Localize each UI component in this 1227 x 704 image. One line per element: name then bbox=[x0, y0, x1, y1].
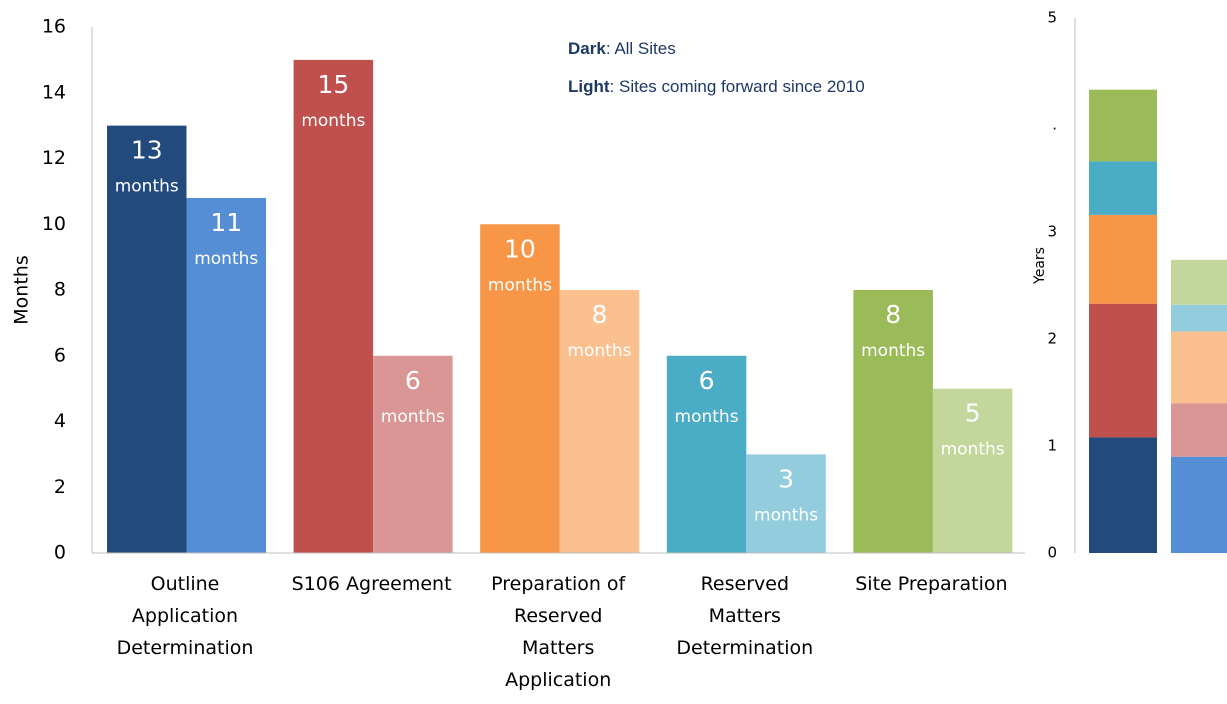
bar-segment bbox=[1171, 304, 1227, 332]
annotation-text: : Sites coming forward since 2010 bbox=[610, 77, 865, 96]
value-label: 6 months bbox=[675, 366, 739, 427]
bar-segment bbox=[1089, 303, 1157, 438]
y-tick-label: 2 bbox=[54, 476, 66, 498]
x-tick-label: Outline Application Determination bbox=[116, 573, 254, 659]
annotation: Light: Sites coming forward since 2010 bbox=[568, 77, 865, 96]
bar bbox=[373, 355, 453, 553]
bar bbox=[666, 355, 747, 553]
annotation-key: Light bbox=[568, 77, 610, 96]
bar-segment bbox=[1089, 214, 1157, 304]
bar bbox=[853, 290, 933, 553]
bar bbox=[480, 224, 560, 553]
x-tick-label: S106 Agreement bbox=[291, 573, 452, 595]
value-label: 3 months bbox=[754, 464, 818, 525]
y-axis-label: Years bbox=[1032, 247, 1048, 285]
bar bbox=[107, 125, 187, 553]
y-tick-label: 0 bbox=[54, 542, 66, 564]
y-tick-label: 16 bbox=[42, 16, 66, 38]
bar bbox=[293, 59, 374, 553]
annotation-key: Dark bbox=[568, 39, 606, 58]
value-label: 6 months bbox=[381, 366, 445, 427]
value-label: 8 months bbox=[567, 300, 631, 361]
y-tick-label: 3 bbox=[1047, 223, 1057, 241]
x-tick-label: Site Preparation bbox=[855, 573, 1008, 595]
value-label: 11 months bbox=[194, 208, 258, 269]
y-tick-label: 4 bbox=[54, 410, 66, 432]
value-label: 5 months bbox=[941, 399, 1005, 460]
bar-segment bbox=[1171, 259, 1227, 305]
x-tick-label: Preparation of Reserved Matters Applicat… bbox=[491, 573, 626, 691]
y-tick-label: 0 bbox=[1047, 544, 1057, 562]
y-tick-label: 8 bbox=[54, 279, 66, 301]
y-tick-label: 1 bbox=[1047, 437, 1057, 455]
y-tick-label: 5 bbox=[1047, 9, 1057, 27]
bar bbox=[932, 388, 1013, 553]
value-label: 15 months bbox=[301, 70, 365, 131]
y-axis-label: Months bbox=[11, 255, 33, 324]
bar-segment bbox=[1089, 161, 1157, 215]
bar bbox=[559, 290, 640, 553]
annotation: Dark: All Sites bbox=[568, 39, 676, 58]
bar-segment bbox=[1089, 89, 1157, 162]
value-label: 8 months bbox=[861, 300, 925, 361]
y-tick-label: 10 bbox=[42, 213, 66, 235]
y-tick-label: 12 bbox=[42, 147, 66, 169]
y-tick-label: 6 bbox=[54, 344, 66, 366]
value-label: 10 months bbox=[488, 234, 552, 295]
annotation-text: : All Sites bbox=[606, 39, 676, 58]
bar-segment bbox=[1171, 331, 1227, 404]
value-label: 13 months bbox=[115, 136, 179, 197]
bar bbox=[746, 454, 826, 553]
bar-segment bbox=[1171, 403, 1227, 457]
bar bbox=[186, 197, 266, 553]
y-tick-label: 14 bbox=[42, 81, 66, 103]
bar-segment bbox=[1089, 437, 1157, 553]
y-tick-label: 2 bbox=[1047, 330, 1057, 348]
bar-segment bbox=[1171, 456, 1227, 553]
x-tick-label: Reserved Matters Determination bbox=[676, 573, 814, 659]
y-tick-label: . bbox=[1052, 116, 1057, 134]
